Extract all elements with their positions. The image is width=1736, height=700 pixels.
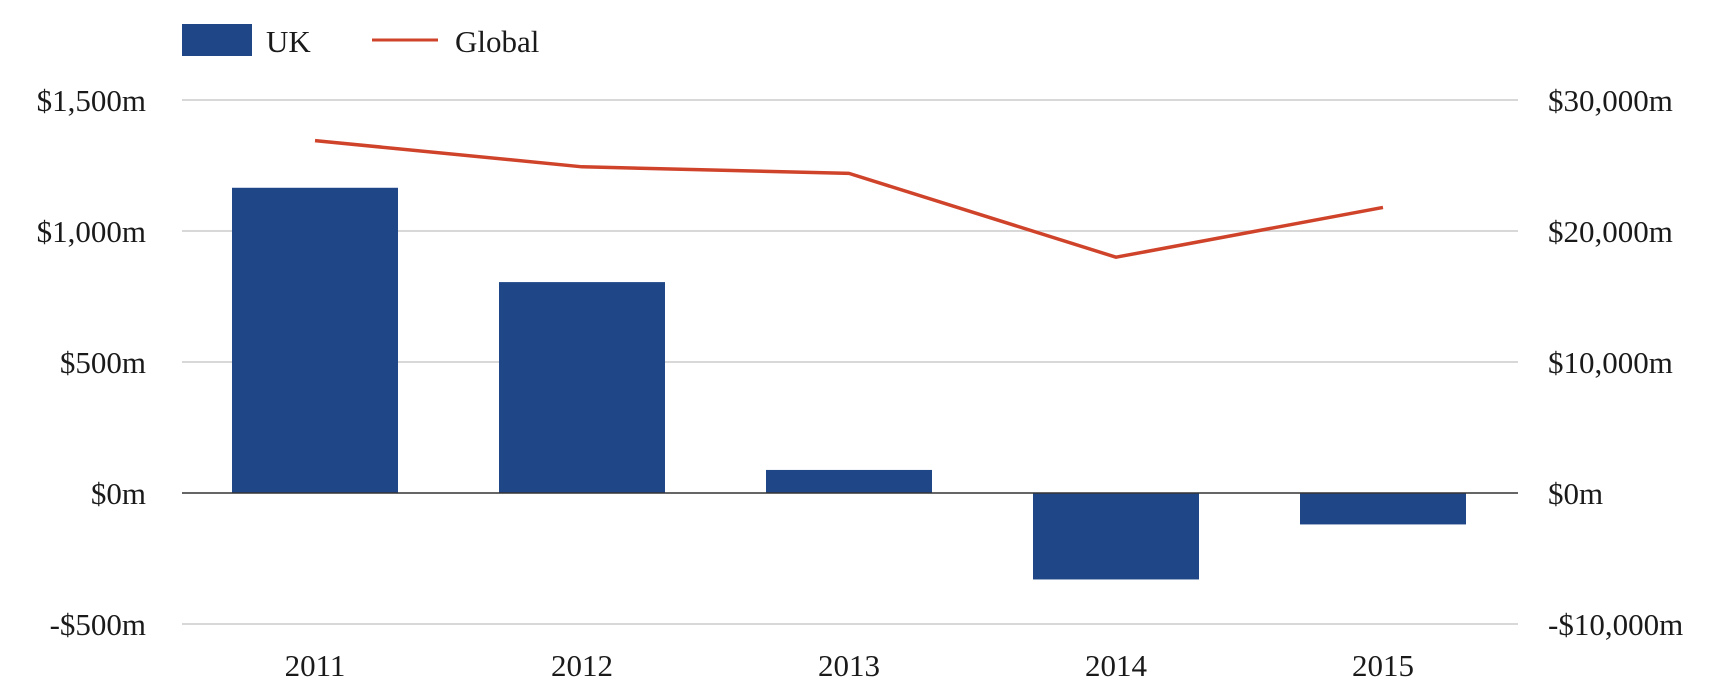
- left-axis-labels: $1,500m $1,000m $500m $0m -$500m: [37, 83, 146, 642]
- legend: UK Global: [182, 24, 539, 59]
- x-tick-label: 2012: [551, 648, 613, 683]
- x-tick-label: 2015: [1352, 648, 1414, 683]
- right-tick-label: $20,000m: [1548, 214, 1673, 249]
- bar-uk-2013: [766, 470, 932, 493]
- bar-uk-2015: [1300, 493, 1466, 524]
- right-tick-label: $0m: [1548, 476, 1603, 511]
- left-tick-label: $500m: [60, 345, 146, 380]
- right-tick-label: $30,000m: [1548, 83, 1673, 118]
- bar-uk-2011: [232, 188, 398, 493]
- bar-uk-2014: [1033, 493, 1199, 579]
- legend-label-uk: UK: [266, 24, 311, 59]
- x-axis-labels: 2011 2012 2013 2014 2015: [285, 648, 1414, 683]
- x-tick-label: 2013: [818, 648, 880, 683]
- left-tick-label: $0m: [91, 476, 146, 511]
- left-tick-label: $1,000m: [37, 214, 146, 249]
- x-tick-label: 2011: [285, 648, 346, 683]
- left-tick-label: $1,500m: [37, 83, 146, 118]
- legend-label-global: Global: [455, 24, 539, 59]
- left-tick-label: -$500m: [50, 607, 146, 642]
- line-global: [315, 141, 1383, 258]
- uk-bars: [232, 188, 1466, 580]
- x-tick-label: 2014: [1085, 648, 1148, 683]
- legend-swatch-uk: [182, 24, 252, 56]
- global-line-series: [315, 141, 1383, 258]
- right-tick-label: $10,000m: [1548, 345, 1673, 380]
- bar-uk-2012: [499, 282, 665, 493]
- right-tick-label: -$10,000m: [1548, 607, 1683, 642]
- right-axis-labels: $30,000m $20,000m $10,000m $0m -$10,000m: [1548, 83, 1683, 642]
